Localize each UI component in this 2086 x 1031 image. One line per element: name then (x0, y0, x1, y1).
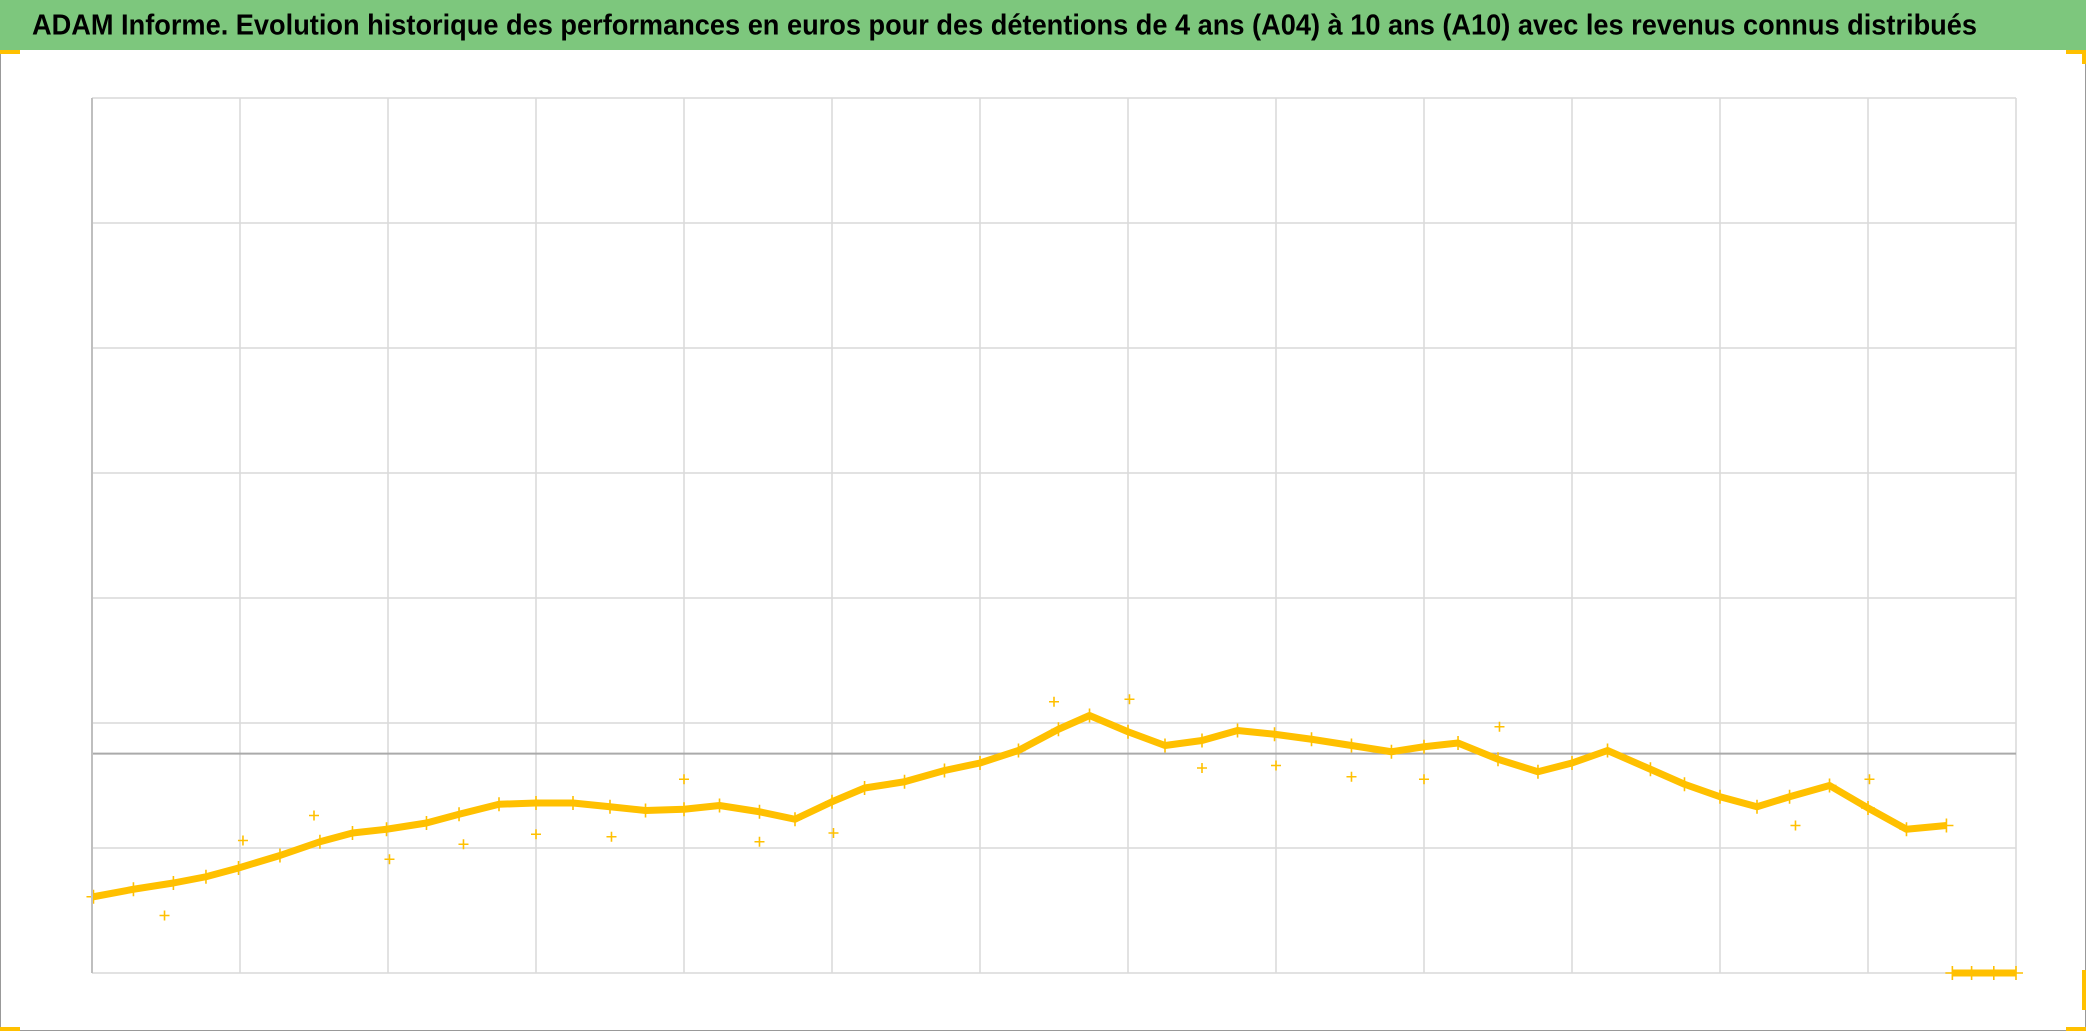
point (1124, 694, 1135, 705)
corner-marks (0, 50, 2086, 1031)
point (1011, 743, 1026, 758)
point (1121, 724, 1135, 739)
point (1082, 708, 1097, 723)
point (788, 812, 802, 827)
point (1600, 743, 1615, 758)
point (679, 774, 689, 785)
point (754, 836, 765, 847)
point (1945, 966, 1960, 980)
point (606, 831, 617, 842)
point (1864, 774, 1875, 785)
point (1346, 771, 1357, 782)
point (159, 910, 170, 921)
point (166, 876, 181, 890)
point (1861, 801, 1875, 815)
point (857, 781, 872, 795)
point (1051, 722, 1066, 737)
point (237, 835, 248, 846)
point (712, 798, 727, 813)
point (1643, 762, 1658, 777)
point (1939, 818, 1954, 833)
point (492, 797, 506, 812)
point (198, 869, 213, 884)
point (312, 834, 327, 849)
point (2009, 966, 2023, 980)
point (1049, 696, 1059, 707)
point (1344, 738, 1359, 753)
point (1304, 732, 1319, 747)
point (345, 826, 360, 840)
point (1158, 738, 1172, 753)
point (1530, 764, 1545, 779)
point (1267, 727, 1282, 742)
point (1230, 723, 1245, 738)
title-bar (0, 0, 2086, 50)
point (231, 861, 246, 875)
point (566, 796, 580, 810)
point (937, 763, 952, 778)
chart-title: ADAM Informe. Evolution historique des p… (32, 10, 1977, 42)
point (1384, 744, 1399, 759)
point (1491, 752, 1505, 767)
point (1790, 820, 1801, 831)
point (1713, 789, 1727, 804)
point (752, 804, 767, 819)
point (1451, 736, 1466, 750)
point (1417, 739, 1431, 754)
point (1677, 777, 1692, 792)
point (458, 839, 469, 850)
point (1419, 774, 1429, 785)
point (86, 889, 101, 904)
point (1271, 760, 1281, 771)
point (1899, 822, 1914, 837)
point (1494, 721, 1505, 732)
point (531, 829, 541, 840)
point (126, 882, 141, 897)
point (1822, 778, 1837, 793)
point (1195, 733, 1209, 748)
point (825, 794, 839, 809)
point (1782, 789, 1797, 804)
point (384, 854, 395, 865)
point (1565, 756, 1579, 770)
point (529, 796, 543, 810)
point (677, 802, 691, 817)
point (1964, 966, 1979, 980)
point (1197, 763, 1207, 773)
point (828, 828, 839, 838)
point (897, 774, 912, 789)
point (379, 822, 394, 837)
point (272, 848, 287, 863)
point (1750, 799, 1764, 814)
point (638, 803, 653, 818)
point (309, 810, 319, 821)
point (452, 807, 467, 822)
point (603, 799, 617, 814)
point (973, 756, 987, 770)
point (419, 816, 434, 830)
point (1986, 966, 2001, 980)
